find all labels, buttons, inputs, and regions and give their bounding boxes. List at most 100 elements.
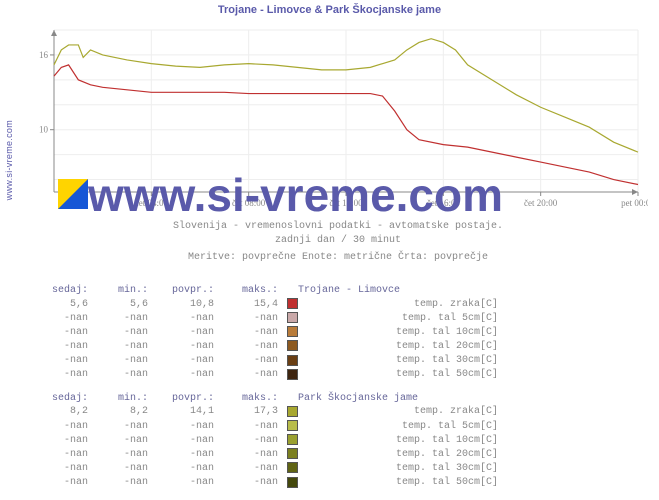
cell-now: -nan — [28, 447, 88, 461]
cell-avg: -nan — [148, 339, 214, 353]
cell-min: -nan — [88, 311, 148, 325]
chart-title: Trojane - Limovce & Park Škocjanske jame — [0, 0, 659, 16]
data-tables: sedaj:min.:povpr.:maks.:Trojane - Limovc… — [28, 284, 498, 500]
cell-now: -nan — [28, 461, 88, 475]
svg-text:10: 10 — [39, 125, 49, 135]
cell-label: temp. zraka[C] — [298, 297, 498, 311]
cell-label: temp. tal 10cm[C] — [298, 433, 498, 447]
cell-max: -nan — [214, 339, 278, 353]
cell-max: -nan — [214, 325, 278, 339]
cell-avg: -nan — [148, 325, 214, 339]
cell-label: temp. tal 10cm[C] — [298, 325, 498, 339]
table-row: -nan-nan-nan-nantemp. tal 5cm[C] — [28, 311, 498, 325]
swatch-icon — [287, 406, 298, 417]
svg-text:čet 16:00: čet 16:00 — [427, 198, 461, 208]
cell-min: -nan — [88, 368, 148, 382]
data-table: sedaj:min.:povpr.:maks.:Park Škocjanske … — [28, 392, 498, 490]
cell-label: temp. tal 20cm[C] — [298, 447, 498, 461]
svg-text:čet 04:00: čet 04:00 — [135, 198, 169, 208]
swatch-icon — [287, 448, 298, 459]
swatch-icon — [287, 340, 298, 351]
cell-max: 17,3 — [214, 405, 278, 419]
group-title: Park Škocjanske jame — [298, 392, 498, 405]
col-head-max: maks.: — [214, 284, 278, 297]
cell-now: -nan — [28, 433, 88, 447]
cell-min: -nan — [88, 476, 148, 490]
table-row: -nan-nan-nan-nantemp. tal 20cm[C] — [28, 339, 498, 353]
cell-min: -nan — [88, 354, 148, 368]
data-table: sedaj:min.:povpr.:maks.: Trojane - Limovc… — [28, 284, 498, 382]
cell-min: -nan — [88, 447, 148, 461]
cell-label: temp. tal 20cm[C] — [298, 339, 498, 353]
footer-meta: Meritve: povprečne Enote: metrične Črta:… — [28, 252, 648, 263]
cell-now: -nan — [28, 476, 88, 490]
cell-now: -nan — [28, 419, 88, 433]
swatch-icon — [287, 326, 298, 337]
swatch-icon — [287, 312, 298, 323]
svg-text:čet 20:00: čet 20:00 — [524, 198, 558, 208]
col-head-avg: povpr.: — [148, 392, 214, 405]
cell-label: temp. tal 30cm[C] — [298, 354, 498, 368]
cell-now: -nan — [28, 325, 88, 339]
cell-now: -nan — [28, 368, 88, 382]
table-row: 8,28,214,117,3temp. zraka[C] — [28, 405, 498, 419]
swatch-icon — [287, 369, 298, 380]
cell-now: -nan — [28, 311, 88, 325]
line-chart: 10 16 čet 04:00 čet 08:00 čet 12:00 čet 16:00… — [28, 24, 648, 214]
cell-label: temp. tal 50cm[C] — [298, 476, 498, 490]
table-row: -nan-nan-nan-nantemp. tal 50cm[C] — [28, 476, 498, 490]
swatch-icon — [287, 462, 298, 473]
table-row: -nan-nan-nan-nantemp. tal 30cm[C] — [28, 461, 498, 475]
group-title: Trojane - Limovce — [298, 284, 498, 297]
svg-text:čet 12:00: čet 12:00 — [329, 198, 363, 208]
cell-max: -nan — [214, 419, 278, 433]
cell-min: -nan — [88, 325, 148, 339]
cell-max: -nan — [214, 476, 278, 490]
cell-avg: -nan — [148, 433, 214, 447]
cell-min: 5,6 — [88, 297, 148, 311]
cell-label: temp. tal 5cm[C] — [298, 311, 498, 325]
cell-label: temp. tal 30cm[C] — [298, 461, 498, 475]
cell-min: -nan — [88, 419, 148, 433]
cell-now: 5,6 — [28, 297, 88, 311]
svg-text:pet 00:00: pet 00:00 — [621, 198, 648, 208]
cell-min: -nan — [88, 339, 148, 353]
cell-max: -nan — [214, 447, 278, 461]
sidebar-url: www.si-vreme.com — [4, 120, 14, 200]
cell-max: -nan — [214, 311, 278, 325]
col-head-now: sedaj: — [28, 392, 88, 405]
swatch-icon — [287, 298, 298, 309]
swatch-icon — [287, 420, 298, 431]
cell-now: -nan — [28, 339, 88, 353]
cell-label: temp. tal 5cm[C] — [298, 419, 498, 433]
cell-avg: -nan — [148, 354, 214, 368]
col-head-max: maks.: — [214, 392, 278, 405]
cell-avg: 14,1 — [148, 405, 214, 419]
cell-now: 8,2 — [28, 405, 88, 419]
cell-max: -nan — [214, 461, 278, 475]
cell-avg: -nan — [148, 368, 214, 382]
table-row: -nan-nan-nan-nantemp. tal 10cm[C] — [28, 433, 498, 447]
col-head-now: sedaj: — [28, 284, 88, 297]
svg-text:16: 16 — [39, 50, 49, 60]
cell-min: -nan — [88, 433, 148, 447]
col-head-min: min.: — [88, 284, 148, 297]
cell-min: 8,2 — [88, 405, 148, 419]
cell-max: 15,4 — [214, 297, 278, 311]
cell-label: temp. tal 50cm[C] — [298, 368, 498, 382]
swatch-icon — [287, 477, 298, 488]
table-row: -nan-nan-nan-nantemp. tal 10cm[C] — [28, 325, 498, 339]
table-row: -nan-nan-nan-nantemp. tal 50cm[C] — [28, 368, 498, 382]
table-row: 5,65,610,815,4temp. zraka[C] — [28, 297, 498, 311]
cell-max: -nan — [214, 433, 278, 447]
footer-line-1: Slovenija - vremenoslovni podatki - avto… — [28, 220, 648, 234]
table-row: -nan-nan-nan-nantemp. tal 20cm[C] — [28, 447, 498, 461]
cell-now: -nan — [28, 354, 88, 368]
cell-label: temp. zraka[C] — [298, 405, 498, 419]
svg-text:čet 08:00: čet 08:00 — [232, 198, 266, 208]
cell-avg: -nan — [148, 461, 214, 475]
cell-avg: -nan — [148, 476, 214, 490]
table-row: -nan-nan-nan-nantemp. tal 30cm[C] — [28, 354, 498, 368]
cell-avg: -nan — [148, 311, 214, 325]
col-head-avg: povpr.: — [148, 284, 214, 297]
